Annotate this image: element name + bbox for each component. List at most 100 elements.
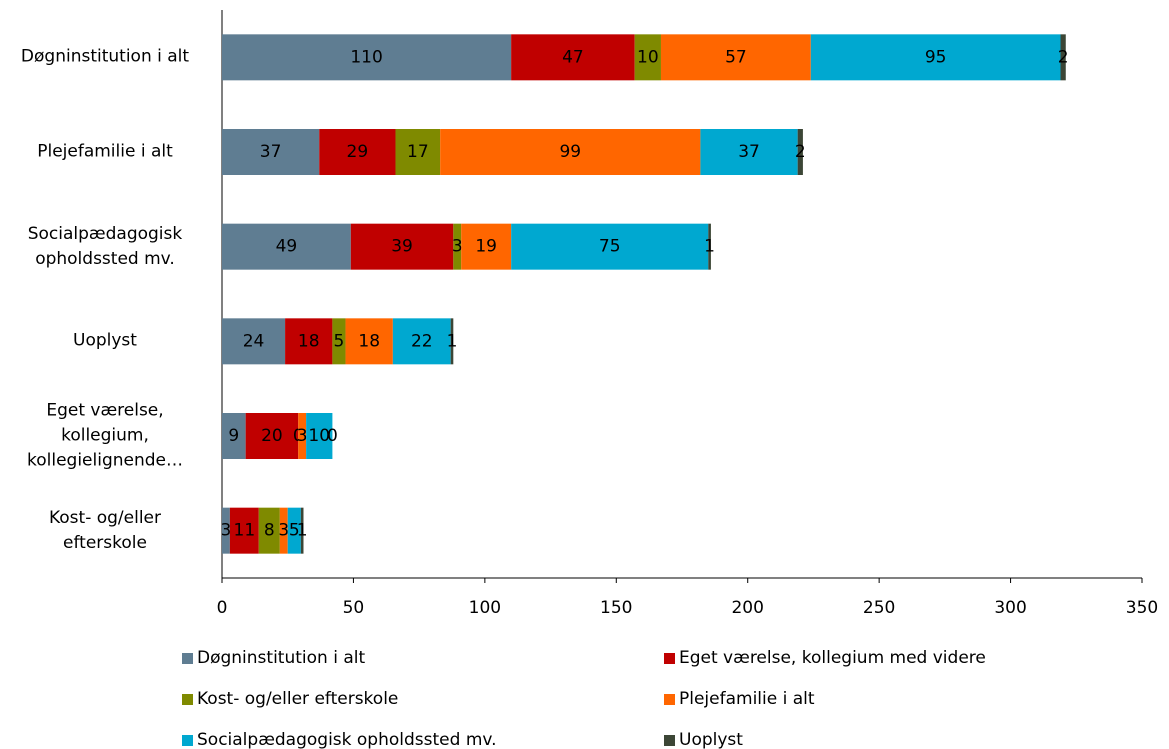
x-tick-label: 300 xyxy=(994,598,1026,618)
legend-item: Uoplyst xyxy=(664,730,743,749)
data-label: 1 xyxy=(297,521,308,541)
bar-segment xyxy=(700,129,798,175)
data-label: 10 xyxy=(308,426,330,446)
bar-segment xyxy=(298,413,307,459)
bar-segment xyxy=(287,507,301,554)
legend-swatch xyxy=(182,693,193,705)
data-label: 99 xyxy=(559,142,581,162)
bar-segment xyxy=(222,507,230,554)
data-label: 0 xyxy=(327,426,338,446)
legend-item: Eget værelse, kollegium med videre xyxy=(664,648,986,668)
y-tick-label: Plejefamilie i alt xyxy=(37,141,173,162)
data-label: 1 xyxy=(447,331,458,351)
data-label: 37 xyxy=(738,142,760,162)
data-label: 8 xyxy=(264,521,275,541)
bar-segment xyxy=(1060,34,1066,81)
data-label: 47 xyxy=(562,47,584,67)
x-tick-label: 250 xyxy=(863,598,895,618)
bar-segment xyxy=(222,413,246,459)
data-label: 5 xyxy=(334,331,345,351)
data-label: 57 xyxy=(725,47,747,67)
bar-segment xyxy=(392,318,451,365)
bar-segment xyxy=(345,318,393,365)
data-label: 39 xyxy=(391,237,413,257)
legend-swatch xyxy=(664,734,675,746)
data-label: 3 xyxy=(278,521,289,541)
bar-segment xyxy=(810,34,1061,81)
legend-item: Plejefamilie i alt xyxy=(664,689,815,709)
legend-swatch xyxy=(664,693,675,705)
x-tick-label: 0 xyxy=(217,598,228,618)
data-label: 17 xyxy=(407,142,429,162)
x-tick-label: 50 xyxy=(343,598,365,618)
data-label: 10 xyxy=(637,47,659,67)
bar-segment xyxy=(279,507,288,554)
bar-segment xyxy=(285,318,333,365)
bar-segment xyxy=(229,507,259,554)
data-label: 18 xyxy=(298,331,320,351)
bar-segment xyxy=(511,223,709,270)
data-label: 1 xyxy=(704,237,715,257)
data-label: 11 xyxy=(234,521,256,541)
data-label: 19 xyxy=(475,237,497,257)
y-tick-label: Socialpædagogisk opholdssted mv. xyxy=(27,223,183,269)
bar-segment xyxy=(319,129,396,175)
bar-segment xyxy=(634,34,661,81)
bar-segment xyxy=(306,413,333,459)
bar-segment xyxy=(222,34,512,81)
data-label: 29 xyxy=(347,142,369,162)
bar-segment xyxy=(222,129,320,175)
data-label: 9 xyxy=(228,426,239,446)
data-label: 20 xyxy=(261,426,283,446)
x-tick-label: 200 xyxy=(731,598,763,618)
bar-segment xyxy=(511,34,635,81)
data-label: 3 xyxy=(297,426,308,446)
legend-item: Døgninstitution i alt xyxy=(182,648,365,668)
legend-label: Eget værelse, kollegium med videre xyxy=(679,648,986,668)
y-tick-label: Døgninstitution i alt xyxy=(20,46,190,67)
data-label: 22 xyxy=(411,331,433,351)
bar-segment xyxy=(440,129,701,175)
data-label: 5 xyxy=(289,521,300,541)
data-label: 3 xyxy=(452,237,463,257)
bar-segment xyxy=(300,507,304,554)
legend-item: Socialpædagogisk opholdssted mv. xyxy=(182,730,497,749)
bar-segment xyxy=(395,129,441,175)
legend-label: Plejefamilie i alt xyxy=(679,689,815,709)
bar-segment xyxy=(222,223,351,270)
legend-label: Uoplyst xyxy=(679,730,743,749)
x-tick-label: 150 xyxy=(600,598,632,618)
data-label: 75 xyxy=(599,237,621,257)
y-tick-label: Eget værelse, kollegium, kollegielignend… xyxy=(26,400,183,471)
data-label: 3 xyxy=(221,521,232,541)
legend-label: Døgninstitution i alt xyxy=(197,648,366,668)
data-label: 37 xyxy=(260,142,282,162)
x-tick-label: 100 xyxy=(469,598,501,618)
legend-item: Kost- og/eller efterskole xyxy=(182,689,398,709)
y-tick-label: Kost- og/eller efterskole xyxy=(48,507,162,553)
legend-swatch xyxy=(664,652,675,664)
data-label: 24 xyxy=(243,331,265,351)
bar-segment xyxy=(708,223,711,270)
bar-segment xyxy=(450,318,454,365)
data-label: 2 xyxy=(1058,47,1069,67)
y-tick-label: Uoplyst xyxy=(73,330,137,351)
bar-segment xyxy=(461,223,512,270)
bar-segment xyxy=(453,223,462,270)
legend-label: Socialpædagogisk opholdssted mv. xyxy=(197,730,497,749)
data-label: 18 xyxy=(358,331,380,351)
bar-segment xyxy=(258,507,280,554)
bar-segment xyxy=(797,129,803,175)
data-label: 2 xyxy=(795,142,806,162)
bar-segment xyxy=(332,318,346,365)
bar-segment xyxy=(350,223,454,270)
bar-segment xyxy=(222,318,286,365)
legend-swatch xyxy=(182,652,193,664)
data-label: 95 xyxy=(925,47,947,67)
legend-label: Kost- og/eller efterskole xyxy=(197,689,399,709)
data-label: 49 xyxy=(276,237,298,257)
bar-segment xyxy=(245,413,299,459)
x-tick-label: 350 xyxy=(1126,598,1158,618)
